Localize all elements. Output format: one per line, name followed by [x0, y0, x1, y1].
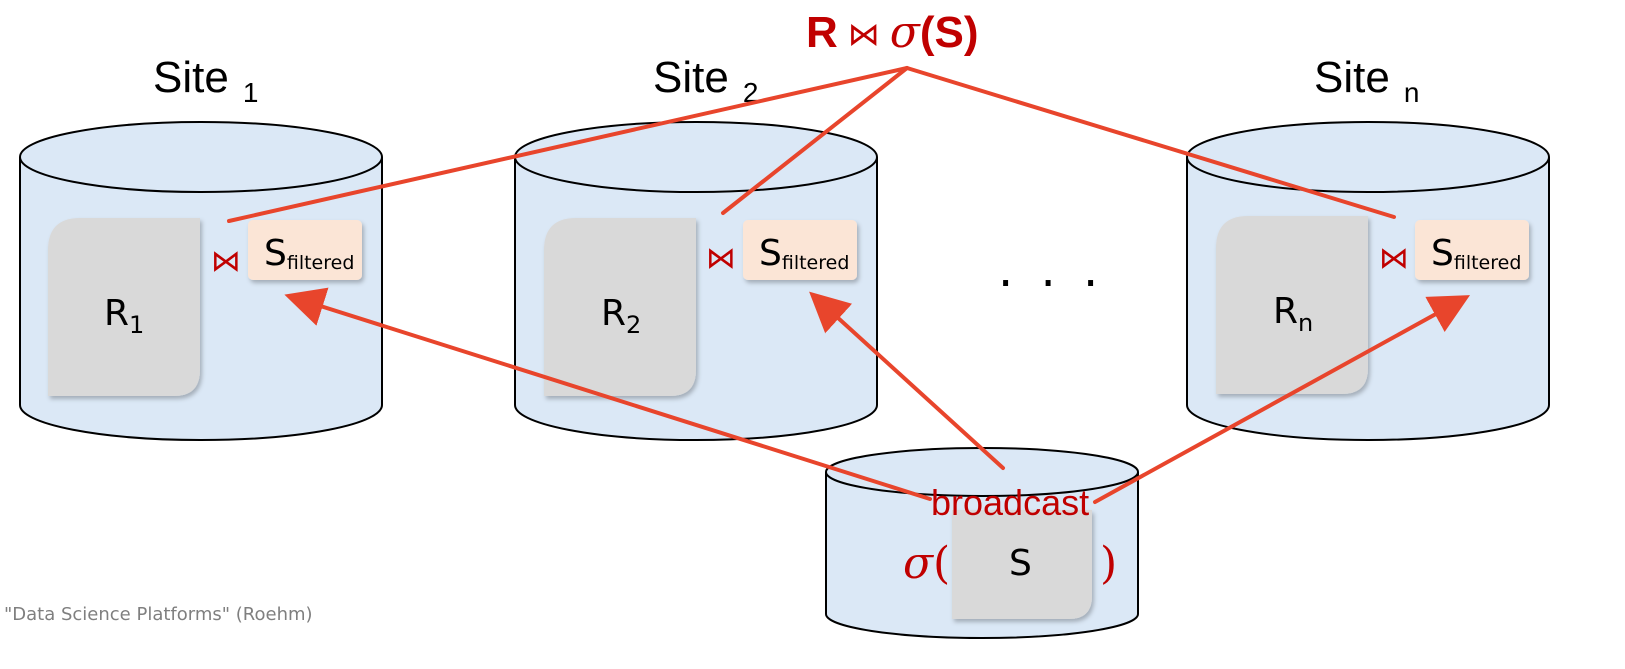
site-1-label: Site 1: [153, 53, 258, 108]
s-filtered-box-1: [248, 220, 362, 280]
site-1-cylinder: R1 Sfiltered ⋈: [19, 121, 383, 441]
s-source-label: S: [1009, 543, 1032, 584]
r2-label: R2: [601, 293, 641, 339]
s-filtered-label-1: Sfiltered: [264, 233, 354, 274]
broadcast-close-paren: ): [1100, 538, 1117, 589]
broadcast-sigma-open: σ(: [903, 538, 950, 589]
broadcast-cylinder: S σ( ): [825, 447, 1139, 639]
s-filtered-label-n: Sfiltered: [1431, 233, 1521, 274]
broadcast-arrows: [284, 287, 1471, 504]
s-filtered-box-2: [743, 220, 857, 280]
connector-site-1: [227, 66, 909, 223]
join-symbol-2: ⋈: [706, 241, 736, 276]
broadcast-label: broadcast: [931, 482, 1089, 523]
rn-label: Rn: [1273, 291, 1313, 337]
s-filtered-box-n: [1415, 220, 1529, 280]
s-filtered-label-2: Sfiltered: [759, 233, 849, 274]
s-source-box: [952, 510, 1092, 619]
site-n-cylinder: Rn Sfiltered ⋈: [1186, 121, 1550, 441]
site-n-label: Site n: [1314, 53, 1419, 108]
site-2-label: Site 2: [653, 53, 758, 108]
r2-box: [544, 218, 696, 396]
result-title: R ⋈ σ(S): [806, 7, 978, 58]
site-2-cylinder: R2 Sfiltered ⋈: [514, 121, 878, 441]
ellipsis: · · ·: [998, 256, 1104, 312]
arrow-to-site-n: [1093, 295, 1471, 504]
connector-site-2: [721, 66, 909, 215]
r1-label: R1: [104, 293, 144, 339]
join-symbol-1: ⋈: [211, 244, 241, 279]
result-connectors: [227, 66, 1396, 223]
arrow-to-site-1: [284, 287, 932, 501]
rn-box: [1216, 216, 1368, 394]
footer-credit: "Data Science Platforms" (Roehm): [4, 604, 313, 625]
connector-site-n: [905, 66, 1396, 219]
join-symbol-n: ⋈: [1379, 241, 1409, 276]
r1-box: [48, 218, 200, 396]
arrow-to-site-2: [809, 291, 1005, 470]
